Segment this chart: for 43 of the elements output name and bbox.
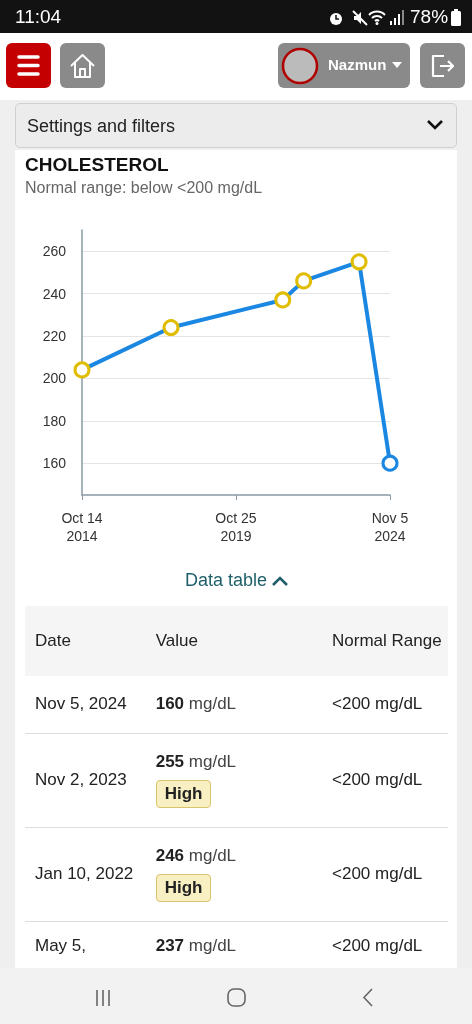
text: Nov 5, 2024 [25,676,146,733]
point [73,361,91,379]
text: High [155,780,212,808]
text: High [164,878,203,897]
y-tick-label: 240 [42,285,67,302]
text: mg/dL [188,936,237,955]
text: 160 [155,694,185,714]
text: Jan 10, 2022 [25,827,146,921]
x-tick-label: Oct 25 2019 [215,510,257,544]
chart-title: CHOLESTEROL [25,154,169,176]
point [274,291,292,309]
text: mg/dL [188,694,237,714]
text: Nov 2, 2023 [25,733,146,827]
y-tick-label: 260 [42,243,67,260]
point [295,272,313,290]
text: 255 [155,752,185,771]
text: Date [34,630,72,652]
text: <200 mg/dL [332,864,423,883]
text: 78% [410,6,449,28]
text: May 5, [25,921,146,971]
text: 11:04 [15,6,62,28]
text: Nazmun [328,56,387,73]
y-tick-label: 200 [42,370,67,387]
y-tick-label: 220 [42,328,67,344]
point [162,319,180,337]
text: Settings and filters [27,116,176,137]
text: <200 mg/dL [332,770,423,789]
text: mg/dL [188,752,237,771]
text: <200 mg/dL [322,676,448,733]
point [350,253,368,271]
y-tick-label: 160 [42,455,67,472]
point [381,454,399,472]
text: 237 [155,936,185,955]
x-tick-label: Nov 5 2024 [371,510,409,544]
y-tick-label: 180 [42,412,67,429]
chart-subtitle: Normal range: below <200 mg/dL [25,179,263,197]
text: mg/dL [188,846,237,865]
x-tick-label: Oct 14 2014 [61,510,103,544]
text: Value [154,630,199,652]
text: Normal Range [331,630,443,652]
text: Data table [183,570,269,592]
text: <200 mg/dL [332,936,423,955]
text: 246 [155,846,185,865]
